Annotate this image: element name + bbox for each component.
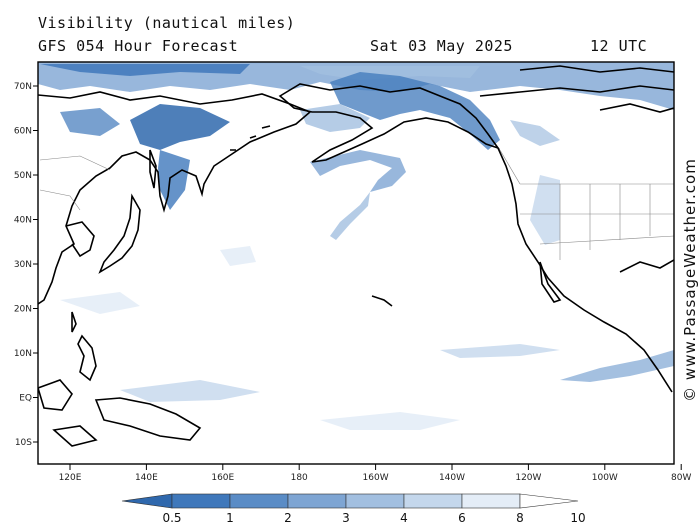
legend-swatch: [171, 493, 231, 509]
legend-label: 2: [284, 511, 292, 525]
latitude-label: 30N: [14, 260, 32, 270]
political-borders: [39, 149, 674, 260]
legend-label: 10: [570, 511, 585, 525]
forecast-label: GFS 054 Hour Forecast: [38, 37, 239, 55]
longitude-label: 80W: [671, 473, 691, 483]
legend-label: 4: [400, 511, 408, 525]
legend-swatch: [229, 493, 289, 509]
legend-label: 0.5: [162, 511, 181, 525]
legend-swatch: [519, 493, 579, 509]
legend-swatch: [121, 493, 173, 509]
legend-swatch: [403, 493, 463, 509]
latitude-label: EQ: [19, 394, 32, 404]
latitude-label: 10N: [14, 349, 32, 359]
legend-label: 8: [516, 511, 524, 525]
legend-swatch: [287, 493, 347, 509]
longitude-label: 180: [291, 473, 308, 483]
legend-swatch: [461, 493, 521, 509]
longitude-label: 100W: [592, 473, 618, 483]
longitude-label: 160E: [211, 473, 234, 483]
longitude-label: 160W: [363, 473, 389, 483]
latitude-label: 20N: [14, 305, 32, 315]
longitude-label: 140W: [439, 473, 465, 483]
legend-label: 1: [226, 511, 234, 525]
map-frame: [37, 61, 675, 465]
legend-label: 6: [458, 511, 466, 525]
latitude-label: 70N: [14, 82, 32, 92]
longitude-label: 120W: [515, 473, 541, 483]
latitude-label: 10S: [15, 438, 32, 448]
longitude-label: 120E: [59, 473, 82, 483]
legend-label: 3: [342, 511, 350, 525]
longitude-label: 140E: [135, 473, 158, 483]
latitude-axis: 70N 60N 50N 40N 30N 20N 10N EQ 10S: [14, 82, 38, 448]
legend-swatch: [345, 493, 405, 509]
latitude-label: 40N: [14, 216, 32, 226]
latitude-label: 50N: [14, 171, 32, 181]
map-title: Visibility (nautical miles): [38, 14, 296, 32]
forecast-time: 12 UTC: [590, 37, 648, 55]
latitude-label: 60N: [14, 127, 32, 137]
forecast-date: Sat 03 May 2025: [370, 37, 513, 55]
coastlines: [38, 65, 674, 447]
longitude-axis: 120E 140E 160E 180 160W 140W 120W 100W 80W: [59, 464, 691, 483]
